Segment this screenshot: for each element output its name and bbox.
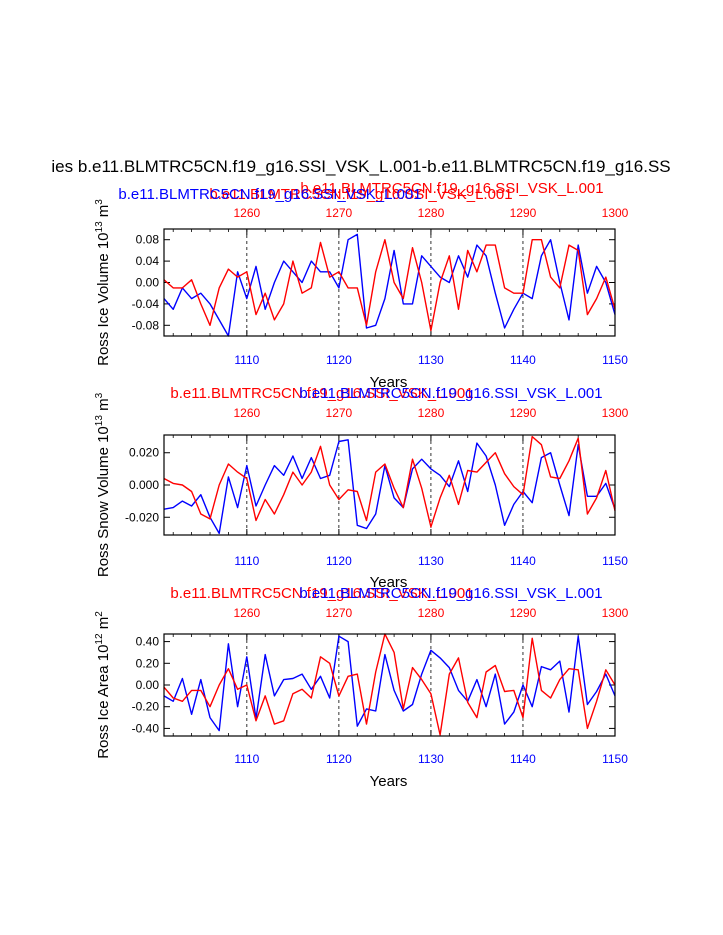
plot-frame (163, 228, 616, 337)
panel-title-red-overlap: b.e11.BLMTRC5CN.f19_g16.SSI_VSK_L.001 (300, 180, 603, 197)
x-tick-label-bottom: 1110 (234, 554, 259, 568)
y-tick-label: -0.020 (125, 510, 159, 524)
panel-ross-snow-volume: b.e11.BLMTRC5CN.f19_g16.SSI_VSK_L.001b.e… (94, 385, 629, 591)
plot-frame (163, 434, 616, 536)
x-tick-label-top: 1280 (418, 606, 445, 620)
x-axis-label: Years (370, 773, 408, 790)
panels: b.e11.BLMTRC5CN.f19_g16.SSI_VSK_L.001b.e… (94, 180, 629, 790)
panel-title-blue: b.e11.BLMTRC5CN.f19_g16.SSI_VSK_L.001 (118, 186, 421, 203)
x-tick-label-bottom: 1140 (510, 752, 536, 766)
x-tick-label-top: 1290 (510, 206, 537, 220)
panel-title-red: b.e11.BLMTRC5CN.f19_g16.SSI_VSK_L.001 (170, 585, 473, 602)
x-tick-label-bottom: 1120 (326, 752, 352, 766)
y-axis-label-unit: m (95, 398, 112, 415)
y-axis-label: Ross Snow Volume 1013 m3 (94, 392, 112, 577)
y-axis-label-unit-exponent: 2 (94, 611, 105, 617)
panel-ross-ice-area: b.e11.BLMTRC5CN.f19_g16.SSI_VSK_L.001b.e… (94, 585, 629, 790)
x-tick-label-bottom: 1140 (510, 353, 536, 367)
y-tick-label: 0.000 (129, 478, 159, 492)
y-axis-label-unit-exponent: 3 (94, 199, 105, 205)
y-tick-label: 0.00 (136, 276, 160, 290)
y-axis-label-exponent: 13 (94, 415, 105, 427)
y-axis-label-exponent: 12 (94, 633, 105, 645)
x-axis-label: Years (370, 574, 408, 591)
x-tick-label-bottom: 1110 (234, 752, 259, 766)
x-tick-label-top: 1270 (326, 606, 353, 620)
x-tick-label-top: 1280 (418, 206, 445, 220)
x-tick-label-bottom: 1150 (602, 353, 628, 367)
y-axis-label-unit: m (95, 617, 112, 634)
y-tick-label: 0.020 (129, 446, 159, 460)
y-axis-label-text: Ross Ice Area 10 (95, 645, 112, 759)
x-tick-label-top: 1300 (602, 606, 629, 620)
y-tick-label: 0.40 (136, 635, 160, 649)
x-tick-label-bottom: 1120 (326, 353, 352, 367)
panel-title-red: b.e11.BLMTRC5CN.f19_g16.SSI_VSK_L.001 (170, 385, 473, 402)
panel-title-red: b.e11.BLMTRC5CN.f19_g16.SSI_VSK_L.001 (209, 186, 512, 203)
y-tick-label: 0.20 (136, 656, 160, 670)
series-line-red (163, 435, 616, 528)
x-tick-label-top: 1260 (233, 406, 260, 420)
x-tick-label-bottom: 1130 (418, 752, 444, 766)
x-tick-label-bottom: 1110 (234, 353, 259, 367)
x-tick-label-bottom: 1150 (602, 554, 628, 568)
x-tick-label-top: 1290 (510, 606, 537, 620)
y-axis-label-text: Ross Ice Volume 10 (95, 232, 112, 365)
x-tick-label-bottom: 1130 (418, 554, 444, 568)
y-axis-label-unit: m (95, 205, 112, 222)
x-tick-label-bottom: 1140 (510, 554, 536, 568)
y-axis-label-exponent: 13 (94, 221, 105, 233)
x-tick-label-top: 1260 (233, 606, 260, 620)
x-axis-label: Years (370, 374, 408, 391)
x-tick-label-top: 1260 (233, 206, 260, 220)
x-tick-label-top: 1300 (602, 406, 629, 420)
series-line-red (163, 238, 616, 332)
x-tick-label-top: 1290 (510, 406, 537, 420)
y-tick-label: -0.40 (132, 721, 160, 735)
y-axis-label-unit-exponent: 3 (94, 392, 105, 398)
series-line-blue (163, 439, 616, 535)
plot-frame (163, 633, 616, 737)
x-tick-label-bottom: 1130 (418, 353, 444, 367)
y-tick-label: 0.08 (136, 233, 160, 247)
y-tick-label: -0.20 (132, 700, 160, 714)
series-line-red (163, 633, 616, 736)
panel-ross-ice-volume: b.e11.BLMTRC5CN.f19_g16.SSI_VSK_L.001b.e… (94, 180, 629, 391)
series-line-blue (163, 635, 616, 732)
y-tick-label: 0.04 (136, 254, 160, 268)
y-axis-label: Ross Ice Volume 1013 m3 (94, 199, 112, 366)
panel-title-blue: b.e11.BLMTRC5CN.f19_g16.SSI_VSK_L.001 (299, 585, 602, 602)
panel-title-blue: b.e11.BLMTRC5CN.f19_g16.SSI_VSK_L.001 (299, 385, 602, 402)
x-tick-label-top: 1300 (602, 206, 629, 220)
y-axis-label: Ross Ice Area 1012 m2 (94, 611, 112, 759)
x-tick-label-bottom: 1120 (326, 554, 352, 568)
y-axis-label-text: Ross Snow Volume 10 (95, 426, 112, 577)
figure-main-title: ies b.e11.BLMTRC5CN.f19_g16.SSI_VSK_L.00… (51, 157, 670, 176)
x-tick-label-top: 1270 (326, 406, 353, 420)
y-tick-label: 0.00 (136, 678, 160, 692)
y-tick-label: -0.08 (132, 318, 160, 332)
x-tick-label-bottom: 1150 (602, 752, 628, 766)
x-tick-label-top: 1280 (418, 406, 445, 420)
y-tick-label: -0.04 (132, 297, 160, 311)
x-tick-label-top: 1270 (326, 206, 353, 220)
